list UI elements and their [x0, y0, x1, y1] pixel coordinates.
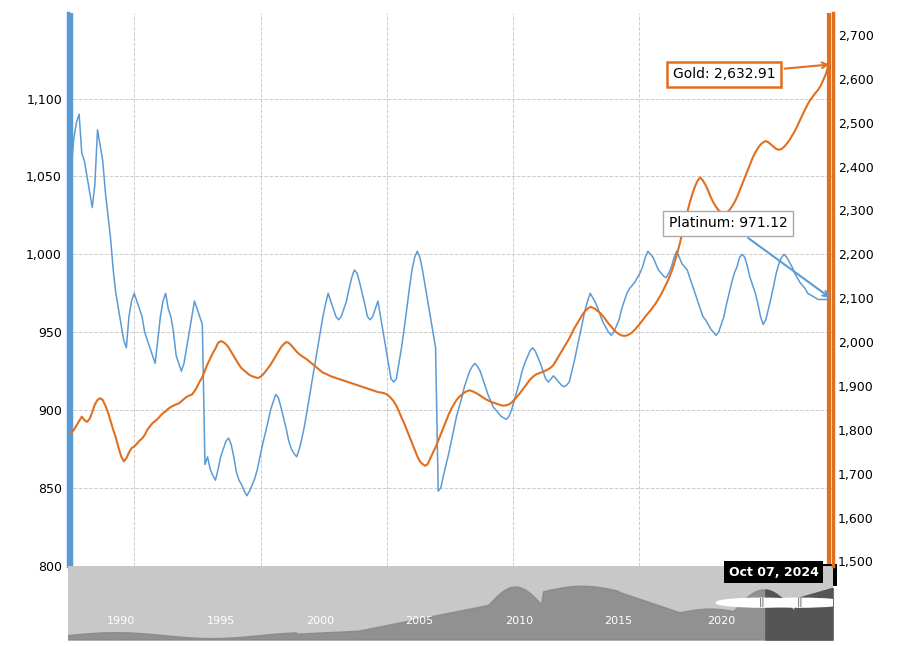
Text: Gold: 2,632.91: Gold: 2,632.91: [673, 63, 827, 81]
Text: 2010: 2010: [505, 616, 533, 626]
Text: Oct 07, 2024: Oct 07, 2024: [729, 566, 819, 579]
Text: Platinum: 971.12: Platinum: 971.12: [669, 216, 828, 297]
Text: 1990: 1990: [107, 616, 135, 626]
Text: ||: ||: [797, 598, 804, 607]
Text: ||: ||: [759, 598, 765, 607]
Text: 2020: 2020: [707, 616, 735, 626]
Text: 2005: 2005: [405, 616, 434, 626]
Text: Oct 07, 2024: Oct 07, 2024: [742, 568, 833, 581]
Text: 1995: 1995: [206, 616, 235, 626]
Circle shape: [716, 598, 808, 607]
Text: 2015: 2015: [604, 616, 633, 626]
Text: 2000: 2000: [306, 616, 334, 626]
Circle shape: [754, 598, 846, 607]
